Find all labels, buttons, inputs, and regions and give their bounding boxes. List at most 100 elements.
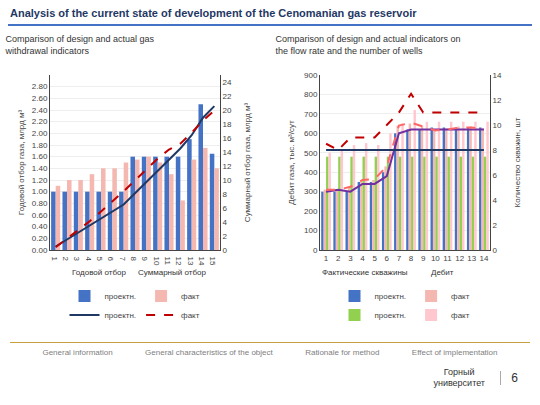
- html-text:General information: General information: [42, 348, 113, 357]
- svg-text:0: 0: [313, 246, 318, 255]
- svg-text:6: 6: [385, 254, 390, 263]
- html-text:Analysis of the current state: Analysis of the current state of develop…: [10, 7, 417, 19]
- svg-text:8: 8: [409, 254, 414, 263]
- svg-text:10: 10: [431, 254, 440, 263]
- svg-text:900: 900: [304, 71, 318, 80]
- svg-text:проектн.: проектн.: [375, 292, 407, 301]
- svg-text:11: 11: [443, 254, 452, 263]
- html-text:Rationale for method: Rationale for method: [305, 348, 380, 357]
- svg-text:6: 6: [493, 171, 498, 180]
- svg-text:2: 2: [336, 254, 341, 263]
- svg-text:8: 8: [223, 190, 228, 199]
- html-text:Effect of implementation: Effect of implementation: [411, 348, 498, 357]
- svg-text:200: 200: [304, 207, 318, 216]
- svg-text:13: 13: [186, 257, 195, 266]
- svg-text:2.20: 2.20: [32, 117, 48, 126]
- svg-text:6: 6: [106, 257, 115, 262]
- svg-text:1.80: 1.80: [32, 141, 48, 150]
- svg-text:2: 2: [493, 221, 498, 230]
- svg-text:24: 24: [223, 78, 232, 87]
- svg-text:3: 3: [348, 254, 353, 263]
- svg-text:16: 16: [223, 134, 232, 143]
- svg-text:проектн.: проектн.: [375, 311, 407, 320]
- svg-text:проектн.: проектн.: [105, 311, 137, 320]
- svg-text:4: 4: [223, 218, 228, 227]
- svg-text:600: 600: [304, 129, 318, 138]
- svg-text:Фактические скважины: Фактические скважины: [322, 268, 408, 277]
- svg-text:Дебит: Дебит: [431, 268, 454, 277]
- svg-text:18: 18: [223, 120, 232, 129]
- svg-text:14: 14: [223, 148, 232, 157]
- svg-text:1: 1: [50, 257, 59, 262]
- svg-text:12: 12: [174, 257, 183, 266]
- svg-text:факт: факт: [181, 311, 200, 320]
- svg-text:4: 4: [360, 254, 365, 263]
- svg-text:Comparison of design and actua: Comparison of design and actual indicato…: [275, 34, 460, 56]
- svg-text:14: 14: [479, 254, 488, 263]
- svg-text:0: 0: [493, 246, 498, 255]
- svg-text:1: 1: [324, 254, 329, 263]
- svg-text:13: 13: [467, 254, 476, 263]
- svg-text:Количество скважин, шт: Количество скважин, шт: [513, 117, 522, 207]
- svg-text:11: 11: [163, 257, 172, 266]
- svg-text:1.40: 1.40: [32, 164, 48, 173]
- svg-text:проектн.: проектн.: [105, 292, 137, 301]
- svg-text:22: 22: [223, 92, 232, 101]
- svg-text:Дебит газа, тыс. м³/сут: Дебит газа, тыс. м³/сут: [287, 120, 296, 205]
- svg-text:2: 2: [61, 257, 70, 262]
- svg-text:2.40: 2.40: [32, 106, 48, 115]
- svg-text:12: 12: [455, 254, 464, 263]
- svg-text:800: 800: [304, 90, 318, 99]
- svg-text:0.60: 0.60: [32, 211, 48, 220]
- html-text:6: 6: [511, 371, 518, 385]
- svg-text:10: 10: [152, 257, 161, 266]
- svg-text:5: 5: [95, 257, 104, 262]
- svg-text:9: 9: [140, 257, 149, 262]
- svg-text:9: 9: [421, 254, 426, 263]
- svg-text:5: 5: [372, 254, 377, 263]
- svg-text:0.80: 0.80: [32, 199, 48, 208]
- svg-text:3: 3: [72, 257, 81, 262]
- svg-text:2.80: 2.80: [32, 82, 48, 91]
- svg-text:7: 7: [118, 257, 127, 262]
- svg-text:6: 6: [223, 204, 228, 213]
- svg-text:4: 4: [84, 257, 93, 262]
- svg-text:12: 12: [223, 162, 232, 171]
- svg-text:1.60: 1.60: [32, 152, 48, 161]
- svg-text:400: 400: [304, 168, 318, 177]
- svg-text:0: 0: [223, 246, 228, 255]
- svg-text:10: 10: [223, 176, 232, 185]
- svg-text:14: 14: [197, 257, 206, 266]
- svg-text:14: 14: [493, 71, 502, 80]
- html-text:General characteristics of the: General characteristics of the object: [145, 348, 273, 357]
- svg-text:2.60: 2.60: [32, 94, 48, 103]
- svg-text:700: 700: [304, 110, 318, 119]
- svg-text:2.00: 2.00: [32, 129, 48, 138]
- svg-text:Comparison of design and actua: Comparison of design and actual gaswithd…: [4, 34, 154, 56]
- svg-text:2: 2: [223, 232, 228, 241]
- svg-text:Суммарный отбор газа, млрд м³: Суммарный отбор газа, млрд м³: [243, 103, 252, 223]
- svg-text:8: 8: [129, 257, 138, 262]
- svg-text:100: 100: [304, 226, 318, 235]
- svg-text:1.00: 1.00: [32, 187, 48, 196]
- svg-text:4: 4: [493, 196, 498, 205]
- svg-text:Суммарный отбор: Суммарный отбор: [138, 268, 206, 277]
- svg-text:0.40: 0.40: [32, 222, 48, 231]
- svg-text:факт: факт: [181, 292, 200, 301]
- svg-text:12: 12: [493, 96, 502, 105]
- svg-text:7: 7: [397, 254, 402, 263]
- svg-text:Годовой отбор газа, млрд м³: Годовой отбор газа, млрд м³: [17, 110, 26, 216]
- svg-text:факт: факт: [451, 292, 470, 301]
- svg-text:8: 8: [493, 146, 498, 155]
- svg-text:15: 15: [208, 257, 217, 266]
- svg-text:0.20: 0.20: [32, 234, 48, 243]
- svg-text:300: 300: [304, 187, 318, 196]
- html-text:Горный университет: Горный университет: [433, 367, 485, 388]
- svg-text:20: 20: [223, 106, 232, 115]
- svg-text:1.20: 1.20: [32, 176, 48, 185]
- svg-text:10: 10: [493, 121, 502, 130]
- svg-text:Годовой отбор: Годовой отбор: [72, 268, 126, 277]
- svg-text:факт: факт: [451, 311, 470, 320]
- svg-text:0.00: 0.00: [32, 246, 48, 255]
- svg-text:500: 500: [304, 149, 318, 158]
